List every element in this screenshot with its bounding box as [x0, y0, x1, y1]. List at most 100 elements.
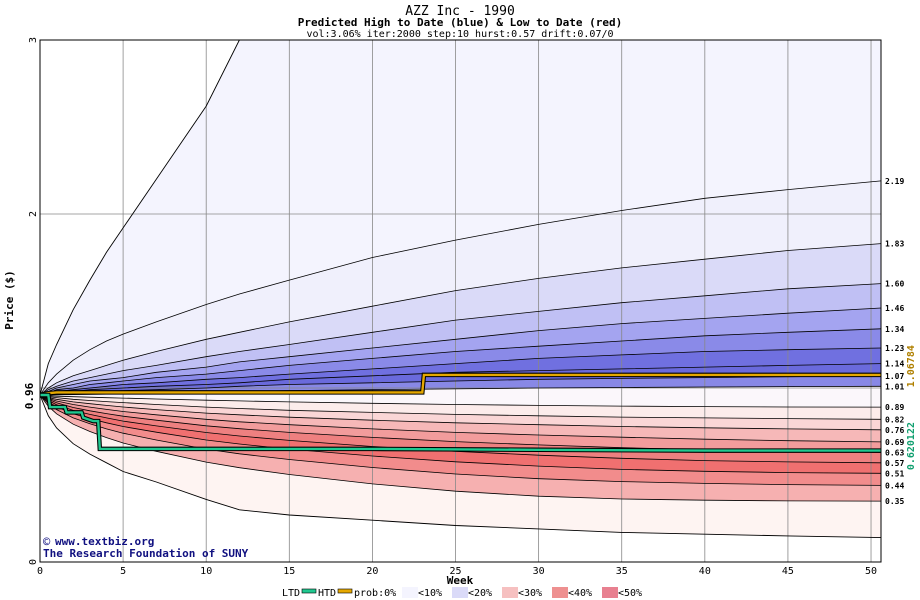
band-high-2	[40, 283, 881, 395]
ltd-line	[40, 393, 881, 452]
high-quantile-line-5	[39, 347, 882, 396]
legend-swatch-3	[552, 587, 568, 598]
low-quantile-line-8	[39, 394, 882, 502]
x-tick-label-0: 0	[37, 566, 43, 577]
legend-htd-swatch	[337, 588, 353, 594]
low-quantile-line-7	[39, 394, 882, 486]
legend-ltd-label: LTD	[282, 588, 300, 599]
watermark-org: The Research Foundation of SUNY	[43, 547, 249, 560]
legend-swatch-4	[602, 587, 618, 598]
end-label-1.07: 1.07	[885, 372, 904, 381]
band-high-0	[40, 180, 881, 395]
band-high-5	[40, 348, 881, 395]
probability-bands	[40, 40, 881, 538]
end-label-1.14: 1.14	[885, 360, 904, 369]
legend-swatch-2	[502, 587, 518, 598]
x-tick-label-10: 10	[200, 566, 212, 577]
end-label-1.83: 1.83	[885, 240, 904, 249]
htd-line	[39, 373, 881, 397]
band-high-6	[40, 363, 881, 395]
y-tick-label-0: 0	[28, 559, 39, 565]
band-low-3	[40, 395, 881, 453]
legend-item-label-0: <10%	[418, 588, 442, 599]
end-label-0.69: 0.69	[885, 438, 904, 447]
plot-frame	[39, 39, 882, 563]
x-axis-label: Week	[447, 574, 474, 587]
x-tick-label-40: 40	[699, 566, 711, 577]
low-envelope-line	[39, 394, 882, 539]
band-high-4	[40, 328, 881, 395]
end-label-0.63: 0.63	[885, 448, 904, 457]
legend-item-label-4: <50%	[618, 588, 642, 599]
legend-item-label-1: <20%	[468, 588, 492, 599]
band-low-5	[40, 395, 881, 474]
y-axis-ticks: 0 2 3	[28, 37, 39, 565]
high-quantile-line-4	[39, 328, 882, 396]
high-envelope-line	[39, 39, 240, 396]
x-tick-label-5: 5	[120, 566, 126, 577]
right-annotations: 1.06784 0.620122	[906, 345, 917, 470]
legend: LTD HTD prob:0% <10% <20% <30% <40% <50%	[282, 587, 642, 599]
end-label-0.57: 0.57	[885, 459, 904, 468]
band-low-2	[40, 395, 881, 442]
end-label-0.44: 0.44	[885, 481, 904, 490]
end-label-0.89: 0.89	[885, 403, 904, 412]
end-label-0.35: 0.35	[885, 497, 904, 506]
low-quantile-line-3	[39, 394, 882, 443]
copyright-icon: ©	[43, 535, 51, 549]
chart-title: AZZ Inc - 1990	[405, 4, 515, 19]
watermark-site: www.textbiz.org	[55, 535, 154, 548]
legend-prob-label: prob:0%	[354, 588, 396, 599]
end-label-1.01: 1.01	[885, 382, 904, 391]
right-annotation-1: 0.620122	[906, 422, 917, 470]
band-high-3	[40, 308, 881, 395]
legend-ltd-swatch	[301, 588, 317, 594]
band-low-0	[40, 395, 881, 420]
y-tick-label-2: 2	[28, 211, 39, 217]
x-tick-label-15: 15	[283, 566, 295, 577]
end-label-2.19: 2.19	[885, 177, 904, 186]
band-outer-high	[40, 40, 881, 395]
x-tick-label-45: 45	[782, 566, 794, 577]
legend-item-label-2: <30%	[518, 588, 542, 599]
chart-params: vol:3.06% iter:2000 step:10 hurst:0.57 d…	[306, 29, 613, 40]
x-axis-ticks: 0 5 10 15 20 25 30 35 40 45 50	[37, 566, 877, 577]
x-tick-label-30: 30	[533, 566, 545, 577]
end-label-0.82: 0.82	[885, 415, 904, 424]
y-tick-label-3: 3	[28, 37, 39, 43]
high-quantile-line-2	[39, 283, 882, 396]
end-label-1.23: 1.23	[885, 344, 904, 353]
legend-htd-label: HTD	[318, 588, 336, 599]
end-label-1.46: 1.46	[885, 304, 904, 313]
x-tick-label-50: 50	[865, 566, 877, 577]
band-low-7	[40, 395, 881, 502]
band-low-1	[40, 395, 881, 430]
end-label-0.51: 0.51	[885, 469, 904, 478]
chart-subtitle: Predicted High to Date (blue) & Low to D…	[298, 16, 623, 29]
x-tick-label-35: 35	[616, 566, 628, 577]
low-quantile-line-1	[39, 394, 882, 420]
quantile-end-labels: 2.19 1.83 1.60 1.46 1.34 1.23 1.14 1.071.01 0.89…	[885, 177, 904, 506]
start-price-label: 0.96	[23, 382, 36, 409]
high-quantile-line-0	[39, 180, 882, 396]
right-annotation-0: 1.06784	[906, 345, 917, 387]
legend-swatch-1	[452, 587, 468, 598]
x-tick-label-20: 20	[366, 566, 378, 577]
low-quantile-line-2	[39, 394, 882, 431]
x-tick-label-25: 25	[449, 566, 461, 577]
end-label-1.60: 1.60	[885, 280, 904, 289]
high-quantile-line-1	[39, 243, 882, 396]
end-label-1.34: 1.34	[885, 325, 904, 334]
legend-item-label-3: <40%	[568, 588, 592, 599]
watermark: © www.textbiz.org The Research Foundatio…	[43, 535, 249, 560]
band-outer-low	[40, 395, 881, 538]
low-quantile-line-0	[39, 394, 882, 408]
htd-ltd-lines	[39, 372, 881, 453]
high-quantile-line-3	[39, 307, 882, 396]
end-label-0.76: 0.76	[885, 426, 904, 435]
band-low-6	[40, 395, 881, 486]
legend-swatch-0	[402, 587, 418, 598]
y-axis-label: Price ($)	[3, 270, 16, 330]
low-quantile-line-5	[39, 394, 882, 464]
